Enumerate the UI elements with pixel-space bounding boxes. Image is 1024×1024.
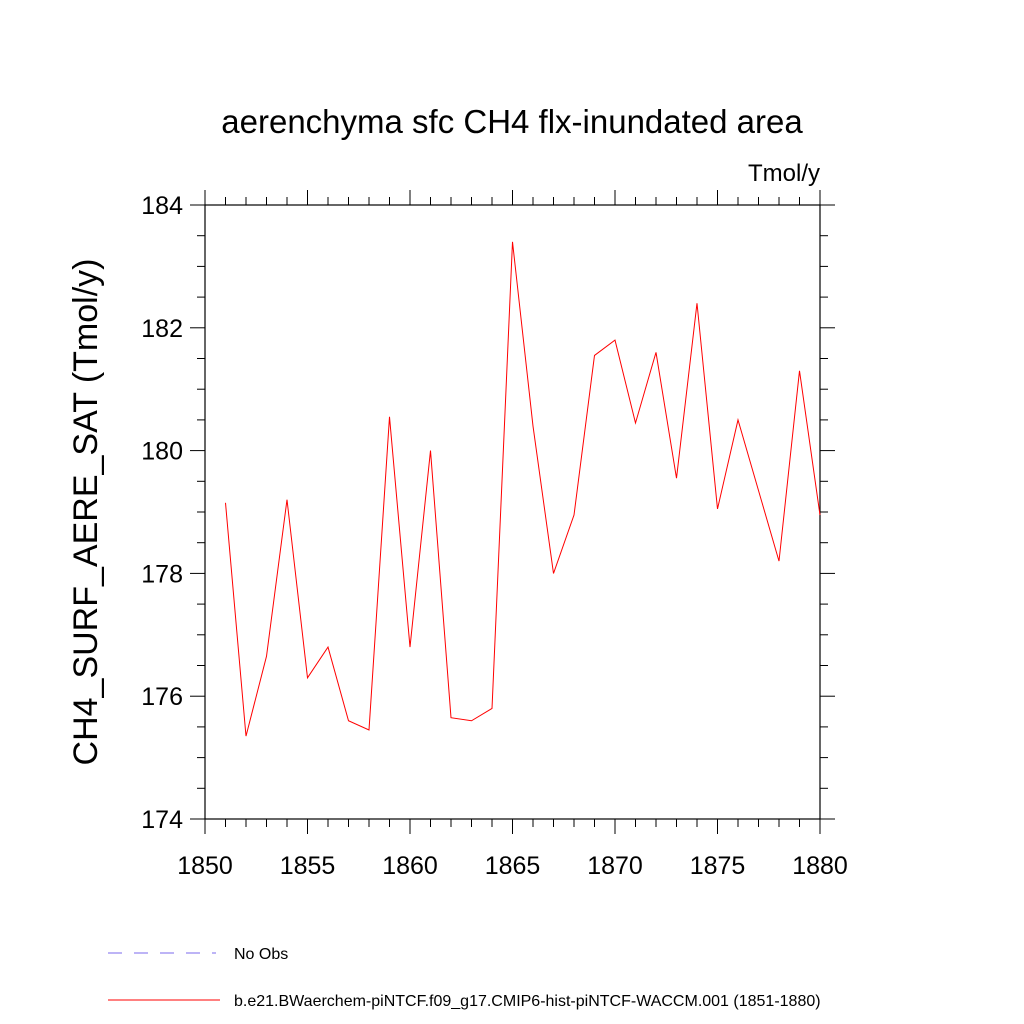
units-label: Tmol/y bbox=[748, 160, 820, 187]
chart-title: aerenchyma sfc CH4 flx-inundated area bbox=[221, 103, 803, 140]
x-axis: 1850 1855 1860 1865 1870 1875 1880 bbox=[177, 190, 848, 880]
y-tick-label: 176 bbox=[141, 683, 183, 711]
legend: No Obs b.e21.BWaerchem-piNTCF.f09_g17.CM… bbox=[108, 946, 821, 1010]
x-tick-label: 1870 bbox=[587, 852, 643, 880]
x-tick-label: 1865 bbox=[485, 852, 541, 880]
x-tick-label: 1860 bbox=[382, 852, 438, 880]
x-tick-label: 1850 bbox=[177, 852, 233, 880]
legend-label-no-obs: No Obs bbox=[234, 946, 288, 963]
y-tick-label: 182 bbox=[141, 315, 183, 343]
x-tick-label: 1880 bbox=[792, 852, 848, 880]
x-tick-label: 1875 bbox=[690, 852, 746, 880]
series-layer bbox=[225, 241, 821, 737]
y-axis: 174 176 178 180 182 184 bbox=[141, 192, 835, 834]
legend-label-model: b.e21.BWaerchem-piNTCF.f09_g17.CMIP6-his… bbox=[234, 993, 821, 1010]
y-tick-label: 174 bbox=[141, 806, 183, 834]
x-tick-label: 1855 bbox=[280, 852, 336, 880]
y-tick-label: 178 bbox=[141, 560, 183, 588]
y-tick-label: 180 bbox=[141, 438, 183, 466]
plot-frame bbox=[204, 204, 821, 820]
y-tick-label: 184 bbox=[141, 192, 183, 220]
series-line bbox=[225, 241, 821, 737]
y-axis-label: CH4_SURF_AERE_SAT (Tmol/y) bbox=[67, 259, 105, 766]
